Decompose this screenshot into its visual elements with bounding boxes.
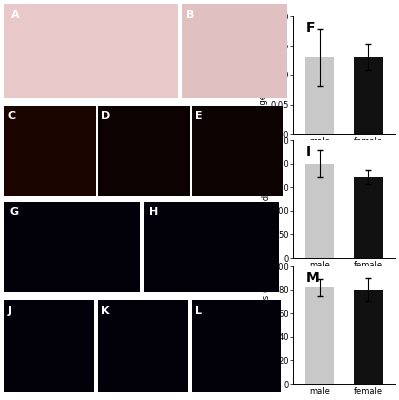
Text: E: E	[195, 111, 203, 121]
Text: L: L	[195, 306, 202, 316]
Text: M: M	[306, 271, 319, 285]
Text: I: I	[306, 145, 310, 159]
Bar	[305, 287, 334, 384]
Text: J: J	[8, 306, 12, 316]
Text: F: F	[306, 21, 315, 35]
Bar	[354, 57, 383, 134]
Y-axis label: GFP⁺ microvessels (%): GFP⁺ microvessels (%)	[262, 277, 271, 373]
Text: K: K	[101, 306, 110, 316]
Text: C: C	[8, 111, 16, 121]
Y-axis label: total collagen ratio (implantation): total collagen ratio (implantation)	[259, 4, 268, 146]
Text: D: D	[101, 111, 111, 121]
Text: B: B	[186, 10, 194, 20]
Text: A: A	[11, 10, 20, 20]
Bar	[305, 57, 334, 134]
Text: H: H	[149, 207, 158, 218]
Y-axis label: microvascular density (mm⁻¹): microvascular density (mm⁻¹)	[262, 136, 271, 262]
Text: G: G	[10, 207, 18, 218]
Bar	[354, 177, 383, 258]
Bar	[354, 290, 383, 384]
Bar	[305, 164, 334, 258]
